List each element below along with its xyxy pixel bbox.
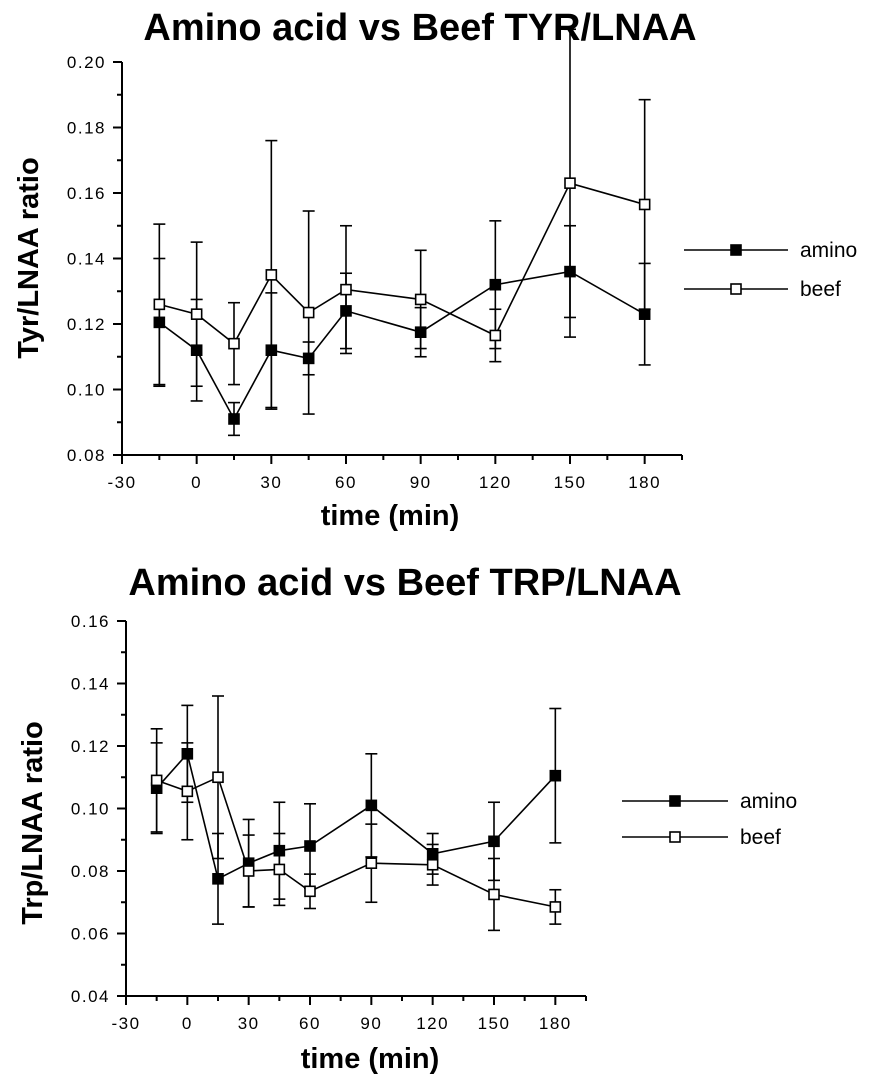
chart-title: Amino acid vs Beef TYR/LNAA [143,7,696,49]
point-amino [304,840,316,852]
y-tick-label: 0.12 [71,737,110,756]
x-tick-label: 90 [360,1014,382,1033]
legend-marker-amino [669,795,681,807]
series-beef [153,28,651,415]
x-axis-label: time (min) [301,1043,440,1075]
legend-marker-amino [730,244,742,256]
y-tick-label: 0.08 [71,862,110,881]
point-beef [365,857,378,869]
y-tick-label: 0.16 [71,612,110,631]
point-amino [488,835,500,848]
x-tick-label: 30 [238,1014,260,1033]
x-tick-label: 0 [191,473,202,492]
y-tick-label: 0.06 [71,925,110,944]
point-beef [265,269,278,281]
point-beef [153,298,166,311]
point-amino [549,769,562,782]
series-line-amino [158,270,646,421]
chart-trp-lnaa: Amino acid vs Beef TRP/LNAA time (min) T… [17,562,797,1075]
x-tick-label: 120 [416,1014,449,1033]
legend-item-beef: beef [622,826,781,849]
point-beef [638,198,651,211]
legend-item-amino: amino [622,790,797,813]
legend-marker-beef [669,831,681,843]
x-tick-label: 60 [335,473,357,492]
y-tick-label: 0.20 [67,53,106,72]
y-tick-label: 0.10 [71,800,110,819]
chart-title: Amino acid vs Beef TRP/LNAA [128,562,681,604]
series-line-beef [159,182,645,345]
series-line-amino [156,752,556,880]
y-axis-label: Trp/LNAA ratio [17,721,49,925]
series-beef [150,695,562,932]
point-amino [365,799,378,812]
point-amino [228,413,240,425]
y-tick-label: 0.04 [71,987,110,1006]
x-tick-label: 30 [260,473,282,492]
y-tick-label: 0.10 [67,381,106,400]
point-beef [212,771,224,784]
legend-item-beef: beef [684,278,841,301]
x-axis-label: time (min) [321,500,460,532]
x-tick-label: 90 [410,473,432,492]
x-tick-label: 150 [554,473,587,492]
x-tick-label: -30 [111,1014,140,1033]
point-beef [302,306,315,319]
point-beef [242,865,255,877]
y-tick-label: 0.12 [67,315,106,334]
point-beef [273,863,286,876]
y-tick-label: 0.14 [67,250,106,269]
point-beef [190,308,203,320]
point-beef [414,293,427,306]
legend-marker-beef [730,283,742,295]
chart-tyr-lnaa: Amino acid vs Beef TYR/LNAA time (min) T… [13,7,857,532]
point-beef [304,885,316,898]
x-tick-label: -30 [107,473,136,492]
point-amino [489,278,502,291]
legend-label: amino [800,239,857,262]
point-amino [212,873,224,885]
y-tick-label: 0.16 [67,184,106,203]
y-tick-label: 0.18 [67,119,106,138]
point-beef [340,283,352,296]
point-beef [228,337,240,350]
point-beef [426,858,439,871]
x-tick-label: 120 [479,473,512,492]
legend-label: beef [800,278,841,301]
legend-label: beef [740,826,781,849]
x-tick-label: 150 [478,1014,511,1033]
point-amino [638,308,651,320]
point-beef [150,774,163,787]
point-beef [488,888,500,901]
point-beef [564,177,576,189]
series-amino [153,220,651,437]
point-beef [489,329,502,342]
legend-label: amino [740,790,797,813]
legend-item-amino: amino [684,239,857,262]
series-line-beef [156,776,556,908]
point-beef [549,901,562,913]
x-tick-label: 180 [628,473,661,492]
y-tick-label: 0.08 [67,446,106,465]
point-beef [181,785,194,798]
y-tick-label: 0.14 [71,675,110,694]
y-axis-label: Tyr/LNAA ratio [13,157,45,358]
x-tick-label: 60 [299,1014,321,1033]
x-tick-label: 0 [182,1014,193,1033]
x-tick-label: 180 [539,1014,572,1033]
